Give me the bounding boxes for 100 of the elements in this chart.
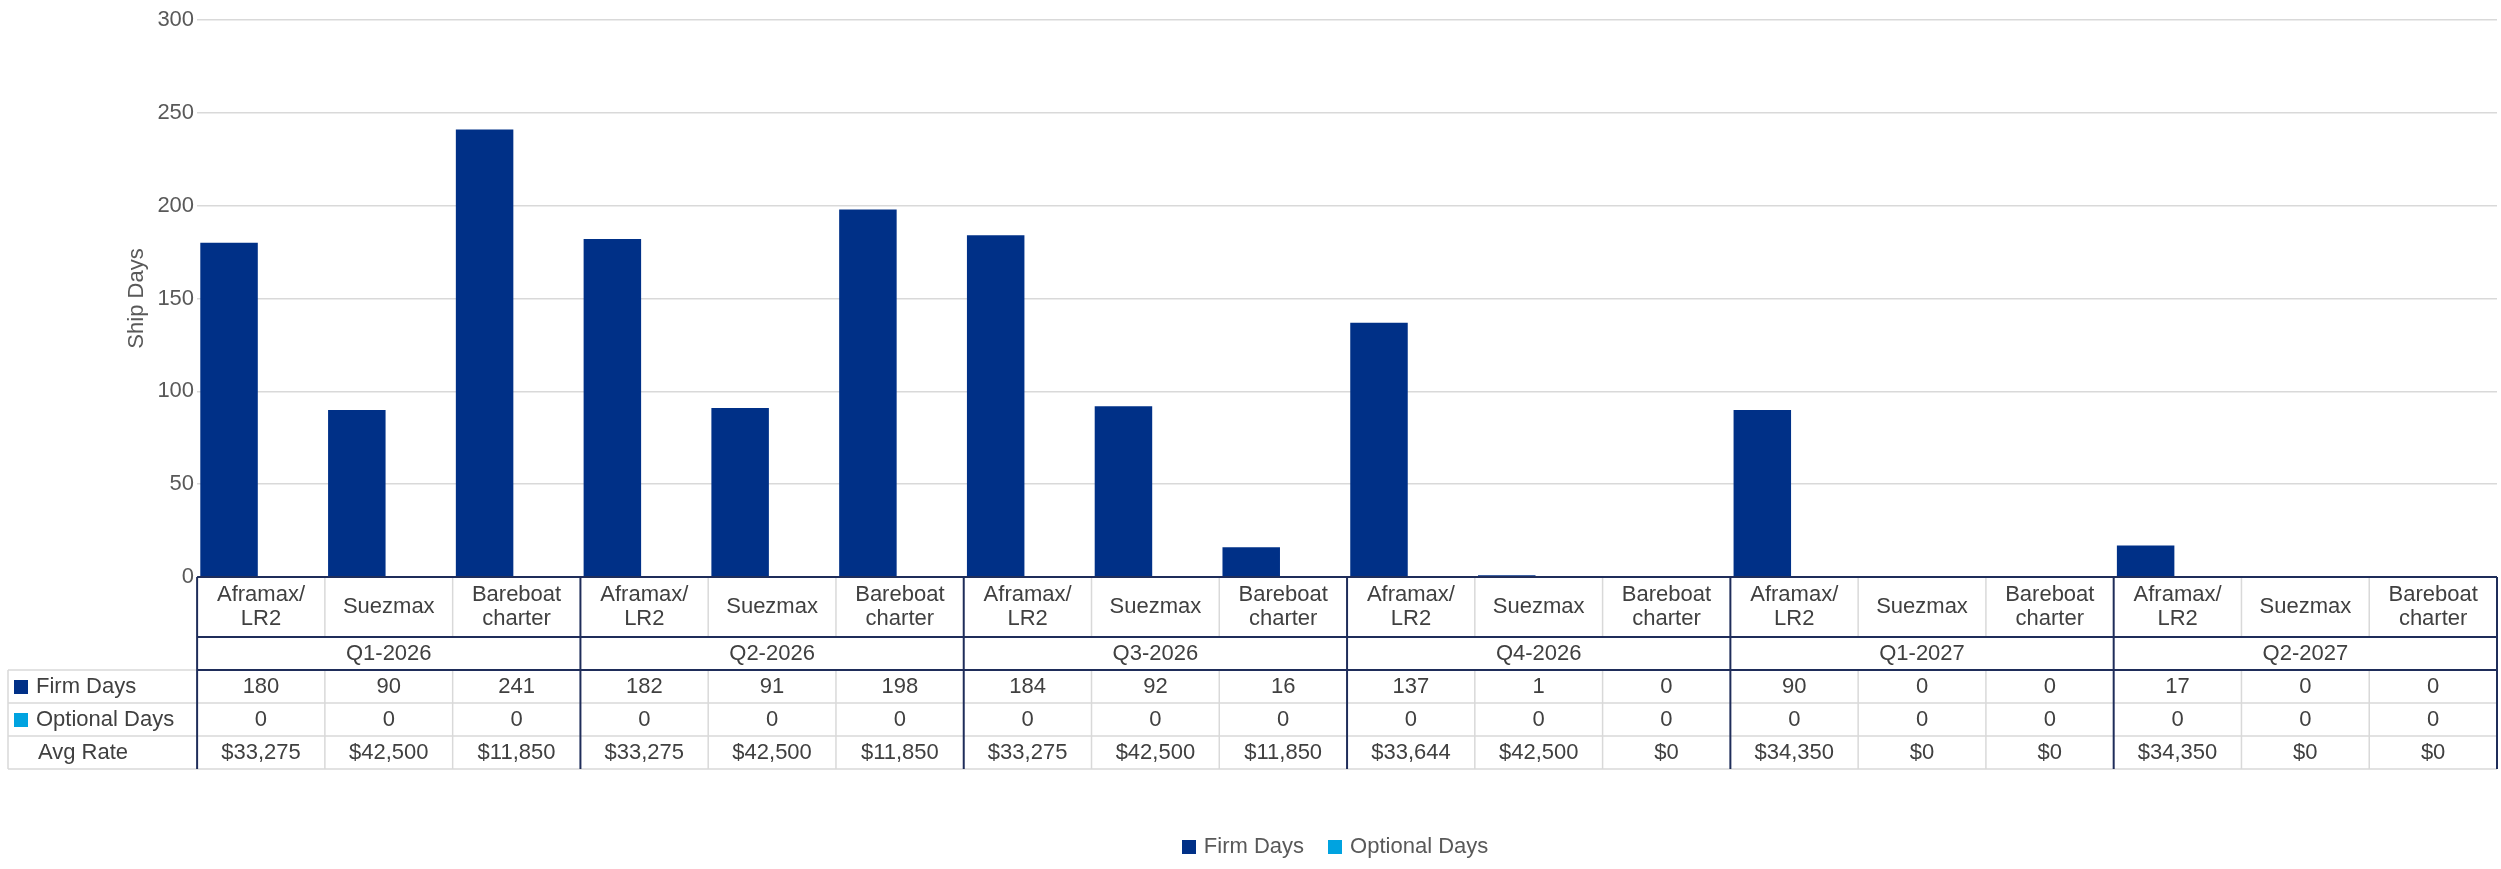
text: $0 bbox=[1909, 738, 1935, 764]
x-tick-label: Suezmax bbox=[1876, 593, 1968, 619]
data-label: 0 bbox=[2043, 705, 2056, 731]
x-tick-label: Bareboat charter bbox=[471, 581, 562, 631]
text: $42,500 bbox=[1498, 738, 1579, 764]
text: $33,644 bbox=[1371, 738, 1451, 764]
text: Q2-2026 bbox=[729, 639, 815, 665]
bar bbox=[1094, 406, 1153, 577]
bar bbox=[1222, 547, 1280, 577]
data-label: 0 bbox=[254, 705, 268, 731]
y-tick-label: 250 bbox=[157, 98, 195, 124]
text: $34,350 bbox=[1754, 738, 1835, 764]
x-tick-label: Aframax/LR2 bbox=[600, 581, 690, 631]
data-label: 198 bbox=[881, 672, 919, 698]
data-label: 0 bbox=[1149, 705, 1162, 731]
data-label: 0 bbox=[1915, 705, 1929, 731]
text: $11,850 bbox=[477, 738, 556, 764]
data-label: 0 bbox=[1277, 705, 1290, 731]
text: Q1-2027 bbox=[1879, 639, 1965, 665]
text: $0 bbox=[2293, 738, 2318, 764]
data-label: 90 bbox=[1782, 672, 1807, 698]
legend-label: Firm Days bbox=[36, 672, 137, 698]
data-label: 91 bbox=[759, 672, 785, 698]
data-label: 184 bbox=[1009, 672, 1046, 698]
data-label: 1 bbox=[1532, 672, 1545, 698]
y-tick-label: 200 bbox=[157, 191, 195, 217]
bar bbox=[1733, 409, 1792, 577]
bar bbox=[455, 129, 514, 577]
text: $42,500 bbox=[1115, 738, 1196, 764]
data-label: 0 bbox=[1915, 672, 1929, 698]
data-label: 92 bbox=[1143, 672, 1168, 698]
data-label: 137 bbox=[1392, 672, 1430, 698]
data-label: 0 bbox=[2171, 705, 2184, 731]
text: $33,275 bbox=[987, 738, 1068, 764]
text: Optional Days bbox=[1350, 833, 1489, 859]
text: Q2-2027 bbox=[2262, 639, 2349, 665]
data-label: 90 bbox=[376, 672, 402, 698]
text: $33,275 bbox=[604, 738, 685, 764]
x-tick-label: Suezmax bbox=[726, 593, 818, 619]
data-label: 0 bbox=[382, 705, 395, 731]
y-tick-label: 300 bbox=[157, 6, 195, 32]
x-tick-label: Suezmax bbox=[2259, 593, 2352, 619]
x-tick-label: Aframax/LR2 bbox=[1366, 581, 1456, 631]
text: Q1-2026 bbox=[345, 639, 432, 665]
text: $33,275 bbox=[221, 738, 301, 764]
data-label: 0 bbox=[765, 705, 779, 731]
data-label: 17 bbox=[2165, 672, 2190, 698]
text: $0 bbox=[1654, 738, 1679, 764]
x-tick-label: Bareboat charter bbox=[2005, 581, 2095, 631]
data-label: 182 bbox=[625, 672, 663, 698]
text: Firm Days bbox=[1203, 833, 1305, 859]
bar bbox=[966, 235, 1025, 577]
text: $0 bbox=[2037, 738, 2063, 764]
y-tick-label: 100 bbox=[157, 377, 195, 403]
bar bbox=[328, 409, 386, 577]
x-tick-label: Aframax/LR2 bbox=[216, 581, 306, 631]
text: $11,850 bbox=[1244, 738, 1323, 764]
x-tick-label: Suezmax bbox=[1492, 593, 1585, 619]
text: $11,850 bbox=[860, 738, 939, 764]
data-label: 0 bbox=[2043, 672, 2056, 698]
data-label: 0 bbox=[1532, 705, 1545, 731]
x-tick-label: Suezmax bbox=[1109, 593, 1202, 619]
data-label: 0 bbox=[1404, 705, 1418, 731]
legend-label: Avg Rate bbox=[38, 738, 129, 764]
data-label: 16 bbox=[1270, 672, 1296, 698]
y-tick-label: 0 bbox=[181, 563, 195, 589]
data-label: 0 bbox=[510, 705, 523, 731]
legend-label: Optional Days bbox=[36, 705, 175, 731]
bar bbox=[583, 239, 642, 577]
data-label: 0 bbox=[638, 705, 651, 731]
bar bbox=[200, 242, 258, 577]
x-tick-label: Aframax/LR2 bbox=[1750, 581, 1840, 631]
bar bbox=[839, 209, 897, 577]
y-axis-title: Ship Days bbox=[123, 248, 149, 349]
bar bbox=[711, 408, 769, 577]
text: $42,500 bbox=[349, 738, 429, 764]
x-tick-label: Aframax/LR2 bbox=[983, 581, 1073, 631]
text: $34,350 bbox=[2137, 738, 2218, 764]
data-label: 0 bbox=[1021, 705, 1034, 731]
data-label: 180 bbox=[242, 672, 280, 698]
y-tick-label: 150 bbox=[157, 284, 195, 310]
data-label: 0 bbox=[2426, 672, 2440, 698]
x-tick-label: Suezmax bbox=[342, 593, 435, 619]
data-label: 0 bbox=[893, 705, 906, 731]
x-tick-label: Aframax/LR2 bbox=[2133, 581, 2223, 631]
text: $0 bbox=[2420, 738, 2446, 764]
x-tick-label: Bareboat charter bbox=[1621, 581, 1712, 631]
text: $42,500 bbox=[732, 738, 812, 764]
text: Q3-2026 bbox=[1112, 639, 1199, 665]
bar bbox=[2116, 545, 2175, 577]
data-label: 0 bbox=[2299, 705, 2312, 731]
bar bbox=[1350, 322, 1408, 577]
x-tick-label: Bareboat charter bbox=[2388, 581, 2478, 631]
text: Q4-2026 bbox=[1495, 639, 1582, 665]
x-tick-label: Bareboat charter bbox=[855, 581, 945, 631]
data-label: 0 bbox=[1660, 672, 1673, 698]
y-tick-label: 50 bbox=[169, 470, 195, 496]
data-label: 241 bbox=[498, 672, 535, 698]
data-label: 0 bbox=[2299, 672, 2312, 698]
data-label: 0 bbox=[1660, 705, 1673, 731]
